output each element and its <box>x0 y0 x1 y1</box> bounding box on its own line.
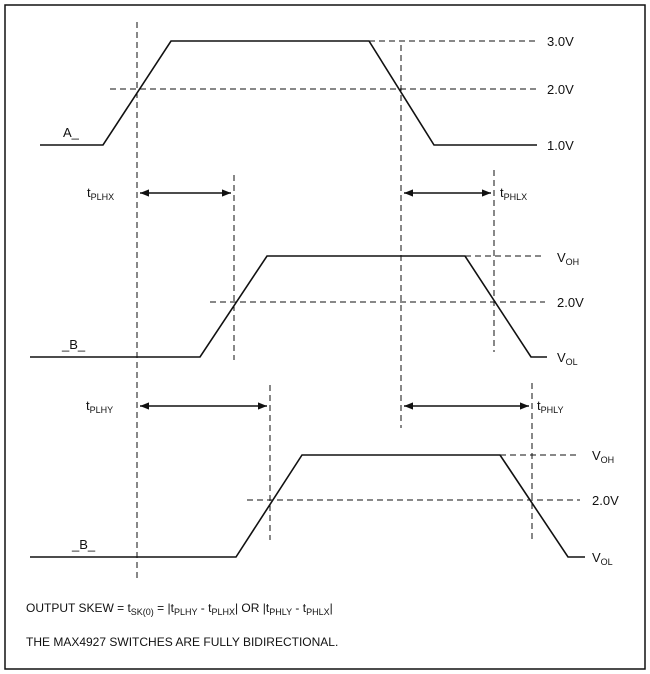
a-level-mid-label: 2.0V <box>547 82 574 97</box>
b1-level-high-label: VOH <box>557 250 579 267</box>
waveform-b1-label: _B_ <box>61 337 86 352</box>
figure-frame <box>4 4 646 670</box>
tphly-label: tPHLY <box>537 398 563 415</box>
waveform-a-label: A_ <box>63 125 80 140</box>
output-skew-note: OUTPUT SKEW = tSK(0) = |tPLHY - tPLHX| O… <box>26 601 333 617</box>
tphlx-label: tPHLX <box>500 185 527 202</box>
waveform-b2-label: _B_ <box>71 537 96 552</box>
b2-level-low-label: VOL <box>592 550 613 567</box>
tplhx-label: tPLHX <box>87 185 114 202</box>
bidirectional-note: THE MAX4927 SWITCHES ARE FULLY BIDIRECTI… <box>26 635 338 649</box>
b2-level-high-label: VOH <box>592 448 614 465</box>
b1-level-low-label: VOL <box>557 350 578 367</box>
waveform-b2 <box>30 454 585 558</box>
waveform-b1 <box>30 255 547 358</box>
waveform-a <box>40 40 537 146</box>
a-level-high-label: 3.0V <box>547 34 574 49</box>
a-level-low-label: 1.0V <box>547 138 574 153</box>
b1-level-mid-label: 2.0V <box>557 295 584 310</box>
tplhy-label: tPLHY <box>86 398 113 415</box>
b2-level-mid-label: 2.0V <box>592 493 619 508</box>
